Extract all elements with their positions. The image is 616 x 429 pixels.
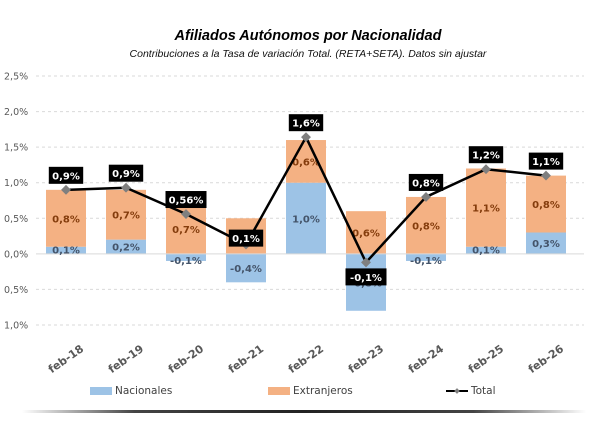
total-marker — [301, 132, 311, 143]
total-label-box — [288, 114, 324, 132]
y-tick-label: 2,5% — [4, 72, 28, 83]
total-label-box — [345, 268, 387, 286]
bar-nacionales — [526, 232, 566, 254]
legend-item-total[interactable]: Total — [446, 383, 496, 399]
bar-label-extranjeros: 0,8% — [52, 214, 80, 225]
total-label: 0,9% — [48, 166, 84, 184]
bottom-divider — [22, 410, 586, 413]
bar-nacionales — [466, 246, 506, 254]
total-label: 1,1% — [528, 152, 564, 170]
total-label-text: 0,56% — [169, 196, 204, 207]
total-marker — [61, 184, 71, 195]
legend-swatch-total — [446, 387, 468, 395]
bar-label-nacionales: 0,1% — [52, 245, 80, 256]
y-tick-label: 1,0% — [4, 321, 28, 332]
x-tick-label: feb-25 — [466, 342, 506, 376]
total-labels: 0,9% 0,9% 0,56% 0,1% 1,6% -0,1% 0,8% 1,2% 1,1% — [48, 114, 564, 286]
legend-swatch-extranjeros — [268, 387, 290, 395]
total-marker — [421, 191, 431, 202]
total-label-text: 0,8% — [412, 178, 440, 189]
bar-label-extranjeros: 0,8% — [532, 200, 560, 211]
bar-nacionales — [106, 239, 146, 254]
total-marker — [121, 182, 131, 193]
total-label-box — [48, 166, 84, 184]
total-label-box — [408, 173, 444, 191]
y-tick-label: 0,0% — [4, 249, 28, 260]
legend-item-extranjeros[interactable]: Extranjeros — [268, 383, 353, 399]
bar-label-nacionales: 1,0% — [292, 214, 320, 225]
legend-label-extranjeros: Extranjeros — [293, 385, 353, 397]
bar-label-nacionales: 0,2% — [112, 243, 140, 254]
x-tick-label: feb-23 — [346, 342, 386, 376]
total-line — [61, 132, 551, 268]
total-label: 1,6% — [288, 114, 324, 132]
total-label: 1,2% — [468, 146, 504, 164]
bar-label-extranjeros: 0,7% — [112, 211, 140, 222]
x-tick-label: feb-20 — [166, 342, 207, 376]
bar-nacionales — [226, 253, 266, 283]
x-tick-label: feb-22 — [286, 342, 326, 376]
total-label: -0,1% — [345, 268, 387, 286]
total-label-box — [108, 164, 144, 182]
x-tick-label: feb-24 — [406, 342, 447, 376]
bar-nacionales — [286, 182, 326, 254]
y-tick-label: 0,5% — [4, 285, 28, 296]
total-marker — [481, 164, 491, 175]
bar-nacionales — [46, 246, 86, 254]
total-marker — [181, 209, 191, 219]
chart-subtitle: Contribuciones a la Tasa de variación To… — [129, 48, 487, 60]
bar-label-nacionales: 0,3% — [532, 239, 560, 250]
bar-extranjeros — [46, 189, 86, 247]
y-tick-label: 0,5% — [4, 214, 28, 225]
bar-label-nacionales: -0,1% — [410, 256, 442, 267]
bar-extranjeros — [526, 175, 566, 233]
x-tick-label: feb-18 — [46, 342, 86, 376]
bar-label-extranjeros: 1,1% — [472, 204, 500, 215]
total-label: 0,8% — [408, 173, 444, 191]
bar-label-nacionales: -0,1% — [170, 256, 202, 267]
x-tick-label: feb-21 — [226, 342, 266, 376]
total-label: 0,56% — [165, 191, 207, 209]
y-tick-label: 1,0% — [4, 178, 28, 189]
bar-extranjeros — [466, 168, 506, 247]
total-label-text: 1,2% — [472, 151, 500, 162]
bar-extranjeros — [406, 196, 446, 254]
bar-label-extranjeros: 0,8% — [412, 221, 440, 232]
bar-nacionales — [406, 253, 446, 261]
total-label-box — [228, 229, 264, 247]
total-label: 0,9% — [108, 164, 144, 182]
total-label-text: 0,9% — [112, 169, 140, 180]
total-label-text: 0,9% — [52, 171, 80, 182]
total-label-box — [528, 152, 564, 170]
bar-label-extranjeros: 0,7% — [172, 225, 200, 236]
x-tick-label: feb-26 — [526, 342, 567, 376]
legend-swatch-nacionales — [90, 387, 112, 395]
bar-label-nacionales: -0,4% — [230, 264, 262, 275]
bar-nacionales — [166, 253, 206, 261]
bar-label-nacionales: 0,1% — [472, 245, 500, 256]
bar-label-extranjeros: 0,6% — [292, 157, 320, 168]
bar-extranjeros — [106, 189, 146, 240]
legend-label-nacionales: Nacionales — [115, 385, 173, 397]
x-tick-label: feb-19 — [106, 342, 146, 376]
y-axis: 2,5% 2,0% 1,5% 1,0% 0,5% 0,0% 0,5% 1,0% — [4, 72, 28, 332]
bar-label-extranjeros: 0,6% — [352, 229, 380, 240]
legend-item-nacionales[interactable]: Nacionales — [90, 383, 172, 399]
x-axis: feb-18 feb-19 feb-20 feb-21 feb-22 feb-23 feb-… — [46, 342, 567, 376]
total-label: 0,1% — [228, 229, 264, 247]
total-marker — [361, 257, 371, 268]
legend-label-total: Total — [471, 385, 496, 397]
total-marker — [541, 170, 551, 181]
chart-title: Afiliados Autónomos por Nacionalidad — [174, 28, 442, 44]
total-label-text: 0,1% — [232, 234, 260, 245]
total-label-text: 1,6% — [292, 119, 320, 130]
total-label-text: -0,1% — [350, 273, 382, 284]
total-label-text: 1,1% — [532, 157, 560, 168]
y-tick-label: 1,5% — [4, 143, 28, 154]
y-tick-label: 2,0% — [4, 107, 28, 118]
total-label-box — [468, 146, 504, 164]
total-label-box — [165, 191, 207, 209]
